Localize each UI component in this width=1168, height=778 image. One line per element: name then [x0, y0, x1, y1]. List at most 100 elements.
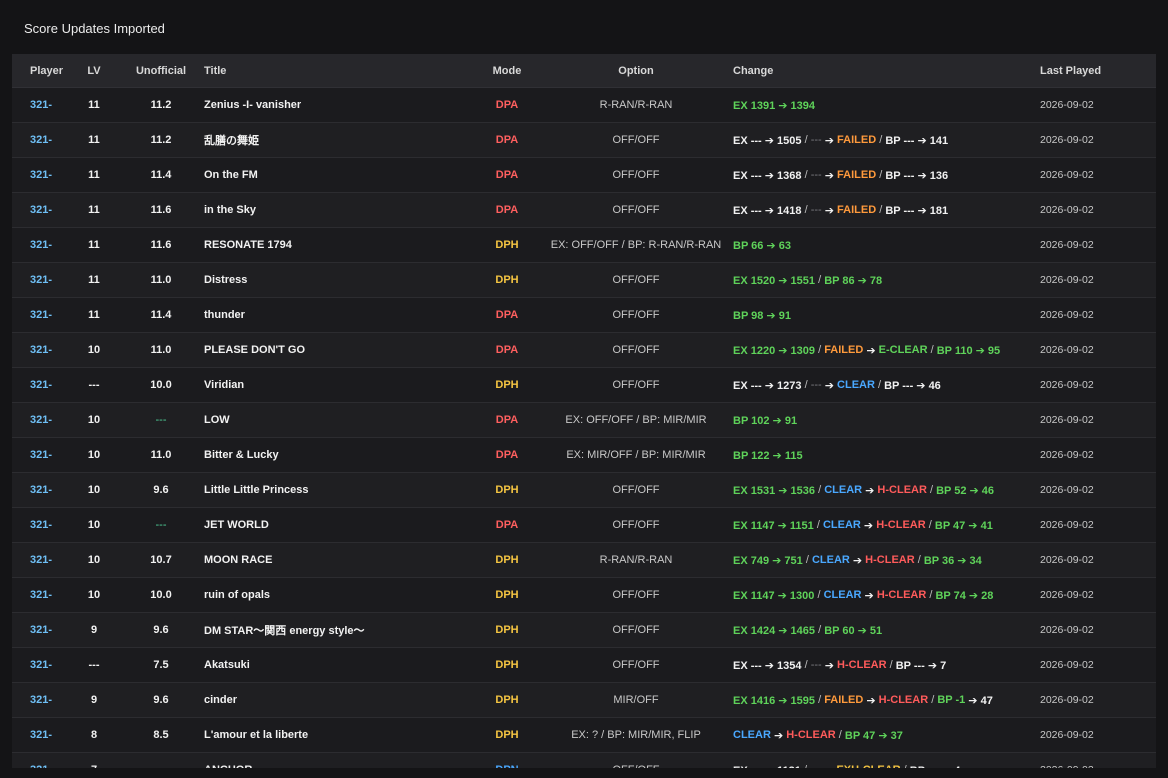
- column-header-last-played[interactable]: Last Played: [1040, 64, 1102, 77]
- change-segment: /: [926, 484, 937, 496]
- level-cell: 8: [90, 729, 98, 741]
- table-row[interactable]: 321- 10 10.7 MOON RACE DPH R-RAN/R-RAN EX 749 …: [12, 543, 1156, 578]
- column-header-player[interactable]: Player: [30, 64, 64, 77]
- table-row[interactable]: 321- 9 9.6 DM STAR～関西 energy style～ DPH OFF/O…: [12, 613, 1156, 648]
- change-segment: FAILED: [837, 169, 877, 181]
- change-cell: EX --- ➔ 1368 / --- ➔ FAILED / BP --- ➔ …: [733, 158, 1033, 192]
- change-segment: /: [926, 589, 936, 601]
- level-cell: 10: [87, 414, 101, 426]
- option-cell: EX: MIR/OFF / BP: MIR/MIR: [566, 449, 706, 461]
- change-segment: BP --- ➔ 136: [885, 169, 949, 182]
- table-row[interactable]: 321- 11 11.6 in the Sky DPA OFF/OFF EX --- ➔ 1…: [12, 193, 1156, 228]
- change-segment: ➔: [821, 764, 836, 769]
- change-segment: BP 66 ➔ 63: [733, 239, 791, 252]
- change-segment: /: [876, 169, 886, 181]
- player-link[interactable]: 321-: [30, 379, 53, 391]
- change-segment: BP 110 ➔ 95: [936, 344, 1001, 357]
- level-cell: 9: [90, 694, 98, 706]
- player-link[interactable]: 321-: [30, 414, 53, 426]
- column-header-lv[interactable]: LV: [87, 64, 101, 77]
- change-segment: H-CLEAR: [837, 659, 887, 671]
- change-segment: FAILED: [837, 204, 877, 216]
- table-row[interactable]: 321- 10 11.0 Bitter & Lucky DPA EX: MIR/OFF /…: [12, 438, 1156, 473]
- change-segment: CLEAR: [822, 519, 861, 531]
- change-cell: EX 1520 ➔ 1551 / BP 86 ➔ 78: [733, 263, 1033, 297]
- player-link[interactable]: 321-: [30, 484, 53, 496]
- level-cell: 11: [88, 309, 100, 321]
- player-link[interactable]: 321-: [30, 169, 53, 181]
- table-row[interactable]: 321- 10 --- JET WORLD DPA OFF/OFF EX 1147 ➔ 11…: [12, 508, 1156, 543]
- player-link[interactable]: 321-: [30, 624, 53, 636]
- player-link[interactable]: 321-: [30, 729, 53, 741]
- change-segment: BP 47 ➔ 37: [844, 729, 903, 742]
- change-segment: /: [802, 554, 812, 566]
- table-row[interactable]: 321- 9 9.6 cinder DPH MIR/OFF EX 1416 ➔ 1595 /…: [12, 683, 1156, 718]
- player-link[interactable]: 321-: [30, 449, 53, 461]
- last-played-date: 2026-09-02: [1040, 204, 1094, 216]
- player-link[interactable]: 321-: [30, 659, 53, 671]
- table-row[interactable]: 321- 10 11.0 PLEASE DON'T GO DPA OFF/OFF EX 12…: [12, 333, 1156, 368]
- unofficial-level-cell: 11.2: [150, 134, 172, 146]
- table-row[interactable]: 321- 8 8.5 L'amour et la liberte DPH EX: ? / …: [12, 718, 1156, 753]
- table-row[interactable]: 321- --- 10.0 Viridian DPH OFF/OFF EX --- ➔ 12…: [12, 368, 1156, 403]
- table-row[interactable]: 321- 10 9.6 Little Little Princess DPH OFF/OF…: [12, 473, 1156, 508]
- change-segment: /: [815, 694, 825, 706]
- column-header-option[interactable]: Option: [618, 64, 654, 77]
- table-row[interactable]: 321- 11 11.0 Distress DPH OFF/OFF EX 1520 ➔ 15…: [12, 263, 1156, 298]
- table-row[interactable]: 321- 11 11.4 thunder DPA OFF/OFF BP 98 ➔ 91 202…: [12, 298, 1156, 333]
- column-header-change[interactable]: Change: [733, 64, 774, 77]
- table-row[interactable]: 321- 11 11.2 乱膳の舞姫 DPA OFF/OFF EX --- ➔ 1505 /…: [12, 123, 1156, 158]
- option-cell: OFF/OFF: [612, 309, 660, 321]
- change-cell: EX --- ➔ 1418 / --- ➔ FAILED / BP --- ➔ …: [733, 193, 1033, 227]
- song-title: ruin of opals: [204, 589, 270, 601]
- table-row[interactable]: 321- 10 --- LOW DPA EX: OFF/OFF / BP: MIR/MIR…: [12, 403, 1156, 438]
- change-segment: ➔: [821, 659, 838, 672]
- player-link[interactable]: 321-: [30, 204, 53, 216]
- change-cell: BP 98 ➔ 91: [733, 298, 1033, 332]
- unofficial-level-cell: 11.4: [150, 309, 172, 321]
- table-row[interactable]: 321- --- 7.5 Akatsuki DPH OFF/OFF EX --- ➔ 135…: [12, 648, 1156, 683]
- change-segment: /: [886, 659, 896, 671]
- change-cell: EX 1220 ➔ 1309 / FAILED ➔ E-CLEAR / BP 1…: [733, 333, 1033, 367]
- song-title: On the FM: [204, 169, 258, 181]
- player-link[interactable]: 321-: [30, 589, 53, 601]
- level-cell: 10: [87, 589, 101, 601]
- player-link[interactable]: 321-: [30, 694, 53, 706]
- change-segment: H-CLEAR: [877, 484, 927, 496]
- table-row[interactable]: 321- 10 10.0 ruin of opals DPH OFF/OFF EX 1147…: [12, 578, 1156, 613]
- change-segment: /: [876, 134, 886, 146]
- change-segment: CLEAR: [824, 484, 863, 496]
- unofficial-level-cell: 11.0: [150, 449, 172, 461]
- option-cell: OFF/OFF: [612, 274, 660, 286]
- change-segment: ---: [810, 764, 821, 768]
- player-link[interactable]: 321-: [30, 274, 53, 286]
- column-header-unofficial[interactable]: Unofficial: [135, 64, 187, 77]
- song-title: RESONATE 1794: [204, 239, 292, 251]
- player-link[interactable]: 321-: [30, 753, 80, 768]
- player-link[interactable]: 321-: [30, 239, 53, 251]
- unofficial-level-cell: 10.0: [150, 379, 172, 391]
- level-cell: 11: [88, 239, 100, 251]
- option-cell: OFF/OFF: [536, 753, 736, 768]
- player-link[interactable]: 321-: [30, 554, 53, 566]
- last-played-date: 2026-09-02: [1040, 169, 1094, 181]
- player-link[interactable]: 321-: [30, 134, 53, 146]
- player-link[interactable]: 321-: [30, 519, 53, 531]
- change-segment: /: [814, 589, 824, 601]
- table-row[interactable]: 321- 11 11.4 On the FM DPA OFF/OFF EX --- ➔ 13…: [12, 158, 1156, 193]
- player-link[interactable]: 321-: [30, 309, 53, 321]
- change-segment: ➔ 47: [965, 694, 993, 707]
- column-header-mode[interactable]: Mode: [492, 64, 522, 77]
- last-played-date: 2026-09-02: [1040, 414, 1094, 426]
- player-link[interactable]: 321-: [30, 344, 53, 356]
- change-segment: H-CLEAR: [786, 729, 836, 741]
- table-row[interactable]: 321- 11 11.6 RESONATE 1794 DPH EX: OFF/OFF / …: [12, 228, 1156, 263]
- level-cell: 11: [88, 99, 100, 111]
- option-cell: MIR/OFF: [613, 694, 659, 706]
- column-header-title[interactable]: Title: [204, 64, 227, 77]
- change-segment: /: [927, 344, 937, 356]
- song-title: Viridian: [204, 379, 245, 391]
- player-link[interactable]: 321-: [30, 99, 53, 111]
- table-row[interactable]: 321- 11 11.2 Zenius -I- vanisher DPA R-RAN/R-…: [12, 88, 1156, 123]
